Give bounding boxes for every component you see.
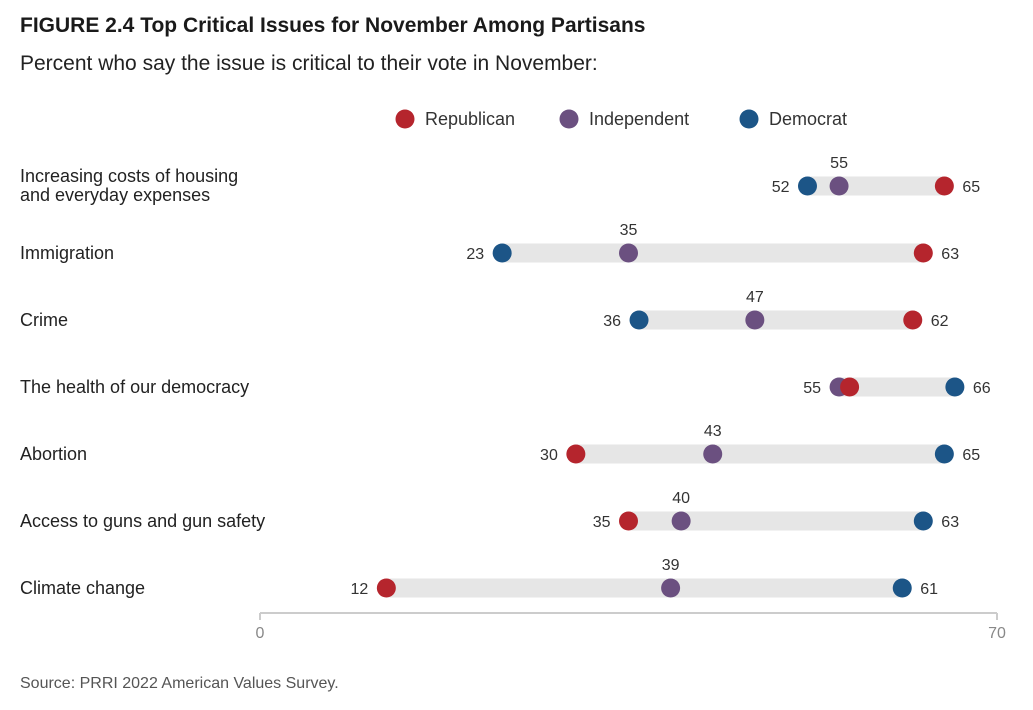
dot-rep: [913, 243, 933, 263]
dot-ind: [671, 511, 691, 531]
category-label: Abortion: [20, 444, 87, 464]
value-label-right: 63: [941, 514, 959, 531]
value-label-left: 36: [603, 313, 621, 330]
dot-rep: [840, 377, 860, 397]
dot-rep: [619, 511, 638, 531]
value-label-right: 62: [931, 313, 949, 330]
dot-dem: [945, 377, 965, 397]
value-label-right: 65: [962, 179, 980, 196]
category-label: and everyday expenses: [20, 185, 210, 205]
category-label: Increasing costs of housing: [20, 166, 238, 186]
category-label: Access to guns and gun safety: [20, 511, 265, 531]
value-label-left: 30: [540, 447, 558, 464]
dot-dem: [629, 310, 649, 330]
dot-ind: [745, 310, 765, 330]
value-label-right: 66: [973, 380, 991, 397]
value-label-right: 61: [920, 581, 938, 598]
value-label-left: 12: [351, 581, 369, 598]
category-label: The health of our democracy: [20, 377, 249, 397]
category-label: Crime: [20, 310, 68, 330]
legend-marker-dem: [739, 109, 759, 129]
value-label-top: 35: [620, 222, 638, 239]
dot-ind: [703, 444, 723, 464]
dot-rep: [376, 578, 396, 598]
value-label-top: 40: [672, 490, 690, 507]
legend-label-dem: Democrat: [769, 109, 847, 129]
dot-dem: [892, 578, 912, 598]
legend-label-ind: Independent: [589, 109, 689, 129]
legend-marker-rep: [395, 109, 415, 129]
chart-title: FIGURE 2.4 Top Critical Issues for Novem…: [20, 14, 646, 37]
dot-ind: [661, 578, 681, 598]
value-label-left: 52: [772, 179, 790, 196]
legend-label-rep: Republican: [425, 109, 515, 129]
dot-ind: [619, 243, 638, 263]
value-label-top: 43: [704, 423, 722, 440]
value-label-left: 55: [803, 380, 821, 397]
value-label-left: 35: [593, 514, 611, 531]
value-label-left: 23: [466, 246, 484, 263]
category-label: Climate change: [20, 578, 145, 598]
category-label: Immigration: [20, 243, 114, 263]
dot-dem: [492, 243, 512, 263]
source-note: Source: PRRI 2022 American Values Survey…: [20, 675, 339, 692]
x-tick-label: 70: [988, 625, 1006, 642]
chart-subtitle: Percent who say the issue is critical to…: [20, 52, 598, 75]
value-label-right: 65: [962, 447, 980, 464]
dot-ind: [829, 176, 849, 196]
x-tick-label: 0: [256, 625, 265, 642]
dot-rep: [934, 176, 954, 196]
dot-rep: [566, 444, 586, 464]
value-label-top: 47: [746, 289, 764, 306]
dot-dem: [913, 511, 933, 531]
legend-marker-ind: [559, 109, 579, 129]
value-label-top: 39: [662, 557, 680, 574]
value-label-top: 55: [830, 155, 848, 172]
dot-dem: [934, 444, 954, 464]
dot-plot-chart: Republican Independent Democrat 0 70 Increasi…: [20, 109, 1006, 642]
dot-dem: [797, 176, 817, 196]
dot-rep: [903, 310, 923, 330]
value-label-right: 63: [941, 246, 959, 263]
